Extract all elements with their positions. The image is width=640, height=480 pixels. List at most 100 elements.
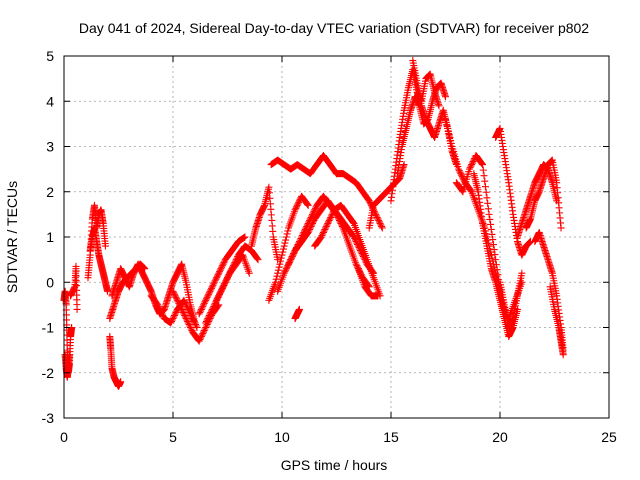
data-point bbox=[172, 293, 180, 301]
data-point bbox=[442, 93, 449, 101]
data-point bbox=[168, 316, 176, 324]
data-point bbox=[277, 254, 285, 262]
data-point bbox=[181, 299, 189, 307]
data-point bbox=[176, 302, 184, 310]
data-point bbox=[213, 272, 221, 280]
data-point bbox=[354, 263, 362, 271]
data-point bbox=[208, 284, 216, 292]
data-point bbox=[189, 314, 197, 322]
y-axis-label: SDTVAR / TECUs bbox=[4, 181, 20, 293]
data-point bbox=[306, 224, 314, 232]
data-point bbox=[282, 266, 290, 274]
data-point bbox=[184, 319, 192, 327]
data-point bbox=[202, 296, 210, 304]
data-point bbox=[318, 231, 326, 239]
data-point bbox=[197, 333, 205, 341]
data-point bbox=[467, 187, 475, 195]
x-tick-label: 10 bbox=[274, 429, 290, 445]
data-point bbox=[317, 233, 325, 241]
data-point bbox=[280, 242, 288, 250]
data-point bbox=[372, 210, 380, 218]
data-point bbox=[219, 260, 227, 268]
data-point bbox=[284, 262, 292, 270]
data-point bbox=[459, 174, 467, 182]
y-tick-label: 0 bbox=[46, 274, 54, 290]
data-point bbox=[217, 265, 225, 273]
data-point bbox=[288, 253, 296, 261]
data-point bbox=[209, 281, 217, 289]
data-point bbox=[170, 289, 178, 297]
data-point bbox=[328, 210, 336, 218]
data-point bbox=[468, 161, 476, 169]
data-point bbox=[185, 307, 193, 315]
data-point bbox=[198, 331, 206, 339]
data-point bbox=[204, 292, 212, 300]
data-point bbox=[221, 280, 229, 288]
data-point bbox=[485, 210, 493, 218]
data-point bbox=[327, 212, 335, 220]
data-point bbox=[309, 218, 317, 226]
data-point bbox=[170, 313, 178, 321]
data-point bbox=[205, 289, 213, 297]
data-point bbox=[206, 310, 214, 318]
data-point bbox=[286, 257, 294, 265]
data-point bbox=[210, 278, 218, 286]
data-point bbox=[281, 239, 289, 247]
data-point bbox=[285, 259, 293, 267]
data-point bbox=[210, 302, 218, 310]
data-point bbox=[326, 215, 334, 223]
data-point bbox=[202, 295, 210, 303]
data-point bbox=[186, 308, 194, 316]
data-point bbox=[171, 292, 179, 300]
data-point bbox=[181, 311, 189, 319]
data-point bbox=[276, 260, 284, 268]
y-tick-label: -1 bbox=[42, 320, 55, 336]
data-point bbox=[307, 222, 315, 230]
data-point bbox=[192, 322, 200, 330]
data-point bbox=[101, 242, 109, 250]
data-point bbox=[200, 299, 208, 307]
data-point bbox=[319, 228, 327, 236]
data-point bbox=[274, 256, 282, 264]
data-point bbox=[183, 316, 191, 324]
data-point bbox=[206, 287, 214, 295]
data-point bbox=[192, 320, 200, 328]
data-point bbox=[375, 216, 383, 224]
data-point bbox=[492, 261, 500, 269]
data-point bbox=[156, 305, 164, 313]
data-point bbox=[455, 165, 463, 173]
data-point bbox=[376, 219, 384, 227]
data-point bbox=[447, 139, 455, 147]
data-point bbox=[218, 263, 226, 271]
data-point bbox=[181, 313, 189, 321]
data-point bbox=[73, 305, 81, 313]
data-point bbox=[188, 313, 196, 321]
data-point bbox=[205, 290, 213, 298]
data-point bbox=[154, 301, 162, 309]
data-point bbox=[208, 283, 216, 291]
data-point bbox=[222, 277, 230, 285]
data-point bbox=[366, 198, 374, 206]
data-point bbox=[197, 307, 205, 315]
data-point bbox=[487, 225, 495, 233]
data-point bbox=[469, 158, 477, 166]
data-point bbox=[293, 203, 301, 211]
data-point bbox=[277, 257, 285, 265]
data-point bbox=[171, 310, 179, 318]
data-point bbox=[282, 233, 290, 241]
data-point bbox=[157, 307, 165, 315]
data-point bbox=[285, 260, 293, 268]
data-point bbox=[212, 275, 220, 283]
data-point bbox=[181, 298, 189, 306]
data-point bbox=[458, 187, 466, 195]
data-point bbox=[207, 286, 215, 294]
data-point bbox=[205, 313, 213, 321]
data-point bbox=[447, 136, 455, 144]
data-point bbox=[190, 317, 198, 325]
data-point bbox=[457, 171, 465, 179]
data-point bbox=[327, 213, 335, 221]
data-point bbox=[322, 222, 330, 230]
data-point bbox=[196, 308, 204, 316]
data-point bbox=[481, 183, 489, 191]
data-point bbox=[205, 311, 213, 319]
